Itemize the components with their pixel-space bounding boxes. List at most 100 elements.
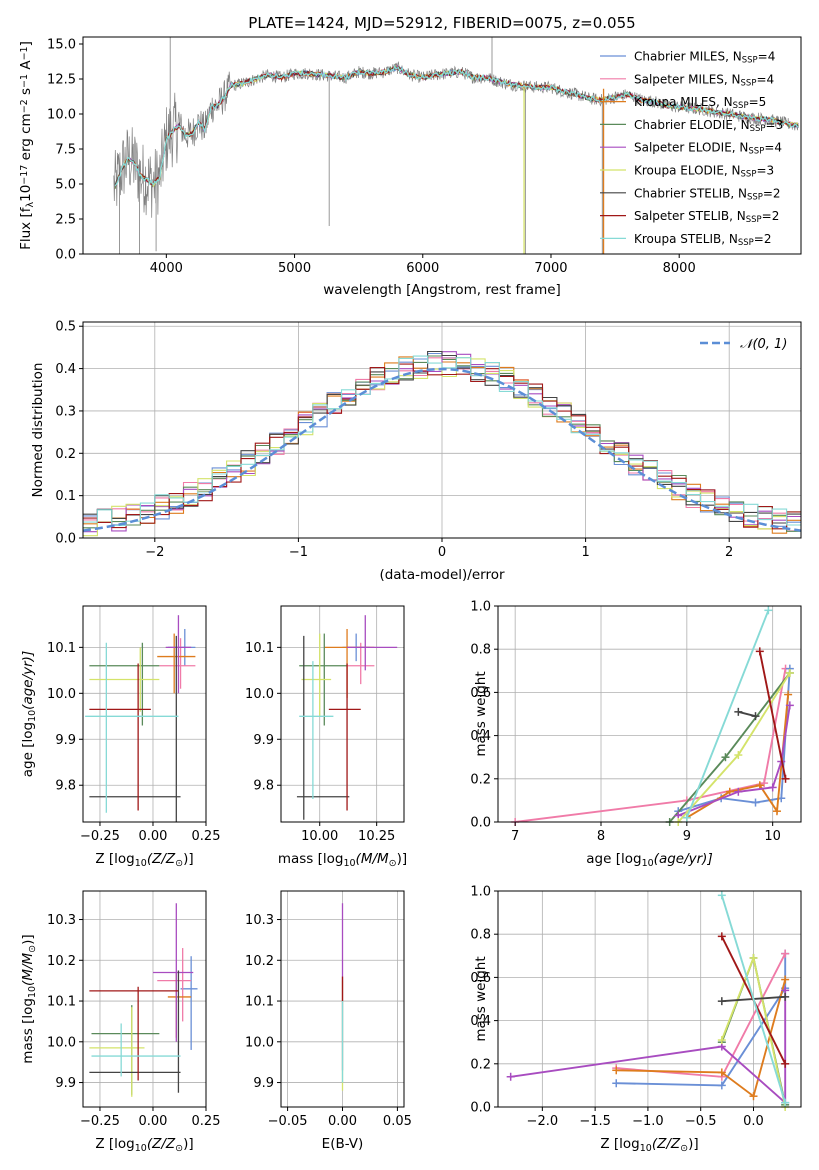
x-tick-label: −0.5 — [685, 1114, 717, 1129]
residual-histogram-step — [83, 357, 801, 537]
y-tick-label: 0.2 — [470, 772, 491, 787]
age-weight-x-axis-label-part: age [log — [586, 851, 641, 867]
legend-entry: Chabrier ELODIE, NSSP=3 — [634, 118, 783, 134]
x-tick-label: 8000 — [663, 261, 696, 276]
weight-series-line — [685, 609, 770, 819]
weight-series-line — [616, 953, 787, 1087]
residual-histogram-step — [83, 363, 801, 530]
spectrum-y-axis-label-part: ] — [18, 41, 34, 46]
y-tick-label: 10.1 — [245, 995, 274, 1010]
legend-value: =4 — [756, 72, 774, 86]
legend-name: Chabrier MILES, N — [634, 50, 742, 64]
legend-entry: Chabrier STELIB, NSSP=2 — [634, 186, 781, 202]
error-cross — [89, 986, 179, 1081]
y-tick-label: 9.9 — [253, 733, 274, 748]
x-tick-label: 7000 — [534, 261, 567, 276]
y-tick-label: 0.2 — [470, 1057, 491, 1072]
y-tick-label: 15.0 — [47, 38, 76, 53]
weight-point-marker — [764, 606, 773, 615]
spectrum-y-axis-label-part: s — [18, 88, 34, 99]
legend-sub: SSP — [741, 79, 757, 89]
weight-point-marker — [717, 932, 726, 941]
y-tick-label: 9.9 — [55, 733, 76, 748]
plot-frame — [82, 890, 207, 1108]
error-cross — [328, 663, 361, 811]
weight-series-line — [720, 895, 787, 1103]
error-cross — [347, 615, 398, 671]
residual-legend: 𝒩(0, 1) — [700, 337, 787, 352]
z-mass-y-axis-label-part: (M/M — [20, 952, 36, 985]
weight-point-marker — [734, 751, 743, 760]
y-tick-label: 5.0 — [55, 178, 76, 193]
mass-age-x-axis-label-part: mass [log — [278, 851, 344, 867]
y-tick-label: 0.4 — [470, 729, 491, 744]
weight-point-marker — [785, 668, 794, 677]
legend-sub: SSP — [747, 193, 763, 203]
y-tick-label: 10.0 — [47, 687, 76, 702]
legend-value: =3 — [766, 118, 784, 132]
x-tick-label: 7 — [511, 829, 519, 844]
legend-name: Salpeter ELODIE, N — [634, 141, 748, 155]
legend-value: =4 — [764, 141, 782, 155]
weight-series-line — [616, 979, 787, 1098]
weight-point-marker — [717, 891, 726, 900]
x-tick-label: 9 — [683, 829, 691, 844]
spectrum-title: PLATE=1424, MJD=52912, FIBERID=0075, z=0… — [248, 14, 635, 32]
y-tick-label: 0.8 — [470, 928, 491, 943]
y-tick-label: 10.2 — [245, 954, 274, 969]
legend-value: =3 — [756, 164, 774, 178]
legend-name: Salpeter STELIB, N — [634, 209, 746, 223]
y-tick-label: 10.0 — [47, 108, 76, 123]
legend-name: Kroupa MILES, N — [634, 95, 733, 109]
spectrum-y-axis-label-part: −2 — [19, 99, 30, 113]
z-age-x-axis-label-part: 10 — [135, 858, 147, 869]
y-tick-label: 9.8 — [253, 779, 274, 794]
weight-point-marker — [772, 807, 781, 816]
weight-series-line — [758, 651, 787, 779]
z-weight-x-axis-label: Z [log10(Z/Z⊙)] — [600, 1136, 698, 1154]
x-tick-label: 0.00 — [139, 829, 168, 844]
error-cross — [89, 1007, 145, 1097]
spectrum-y-axis-label-part: λ — [25, 202, 36, 208]
z-mass-x-axis-label-part: 10 — [135, 1143, 147, 1154]
y-tick-label: 1.0 — [470, 885, 491, 900]
legend-value: =2 — [762, 209, 780, 223]
x-tick-label: 10.25 — [358, 829, 395, 844]
error-cross — [301, 633, 332, 717]
x-tick-label: −0.05 — [268, 1114, 308, 1129]
y-tick-label: 0.5 — [55, 320, 76, 335]
z-age-y-axis-label-part: (age/yr)] — [20, 651, 36, 710]
error-cross — [152, 903, 194, 1042]
y-tick-label: 0.0 — [470, 1101, 491, 1116]
weight-point-marker — [734, 707, 743, 716]
weight-point-marker — [717, 1036, 726, 1045]
error-cross — [159, 638, 196, 689]
residual-histogram-step — [83, 355, 801, 527]
legend-entry: Salpeter ELODIE, NSSP=4 — [634, 141, 782, 157]
y-tick-label: 0.1 — [55, 489, 76, 504]
x-tick-label: 4000 — [150, 261, 183, 276]
error-cross — [157, 948, 192, 1022]
x-tick-label: −1.5 — [579, 1114, 611, 1129]
y-tick-label: 7.5 — [55, 143, 76, 158]
z-age-x-axis-label-part: )] — [183, 851, 194, 867]
mass-age-x-axis-label-part: ⊙ — [389, 858, 397, 869]
z-weight-y-axis-label: mass weight — [473, 956, 489, 1041]
legend-value: =2 — [763, 186, 781, 200]
ebv-mass-x-axis-label: E(B-V) — [322, 1136, 364, 1152]
y-tick-label: 10.3 — [245, 913, 274, 928]
weight-point-marker — [781, 949, 790, 958]
z-weight-x-axis-label-part: 10 — [640, 1143, 652, 1154]
x-tick-label: 0 — [438, 545, 446, 560]
legend-sub: SSP — [742, 56, 758, 66]
y-tick-label: 0.6 — [470, 686, 491, 701]
x-tick-label: −0.25 — [80, 1114, 120, 1129]
residual-histogram: −2 −1 0 1 2 0.0 0.1 0.2 0.3 0.4 0.5 (data-model)/er… — [30, 320, 802, 583]
z-weight-x-axis-label-part: (Z/Z — [652, 1136, 681, 1152]
z-weight-x-axis-label-part: )] — [688, 1136, 699, 1152]
legend-entry: Salpeter MILES, NSSP=4 — [634, 72, 774, 88]
x-tick-label: −2 — [145, 545, 164, 560]
residual-x-axis-label: (data-model)/error — [379, 567, 505, 583]
legend-sub: SSP — [750, 124, 766, 134]
